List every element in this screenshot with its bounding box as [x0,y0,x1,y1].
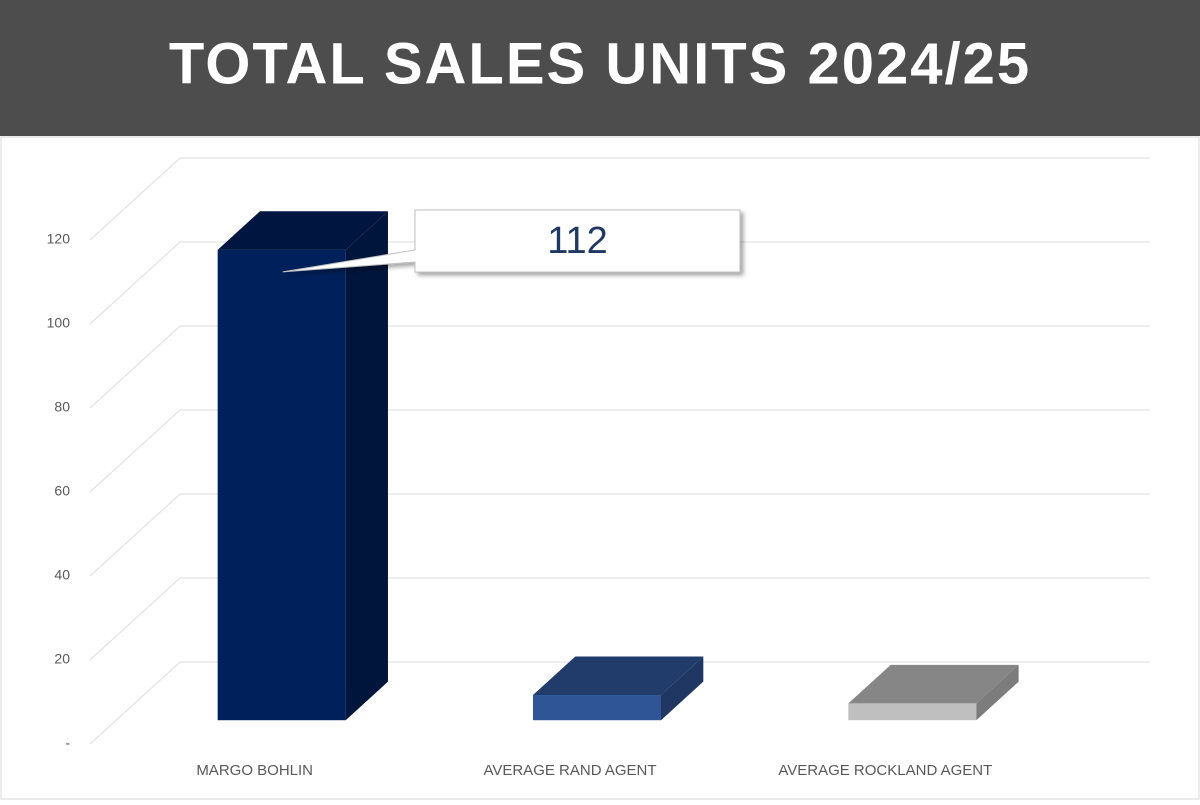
bar-front [533,695,661,721]
y-tick-label: 60 [54,483,70,499]
grid-line [89,661,1150,745]
y-tick-label: 100 [47,315,71,331]
y-tick-label: 20 [54,651,70,667]
grid-line [89,157,1150,241]
bar-top [848,664,1019,704]
header-band [0,0,1200,136]
grid-line [89,493,1150,577]
y-tick-label: 80 [54,399,70,415]
grid-line [89,241,1150,325]
x-tick-label: AVERAGE RAND AGENT [483,762,656,779]
y-tick-label: - [65,735,70,751]
bar-side [345,211,388,721]
bar-side [976,664,1019,721]
grid-line [89,325,1150,409]
bar-front [848,703,977,721]
chart-title: TOTAL SALES UNITS 2024/25 [169,31,1031,96]
bar-front [217,249,346,721]
callout-box [282,209,741,273]
y-tick-label: 40 [54,567,70,583]
bar-top [217,211,388,250]
bar-side [661,656,704,721]
x-tick-label: MARGO BOHLIN [196,762,313,779]
y-tick-label: 120 [47,231,71,247]
x-tick-label: AVERAGE ROCKLAND AGENT [778,762,992,779]
grid-line [89,409,1150,493]
data-label: 112 [547,220,608,262]
grid-line [89,577,1150,661]
bar-top [533,656,704,696]
